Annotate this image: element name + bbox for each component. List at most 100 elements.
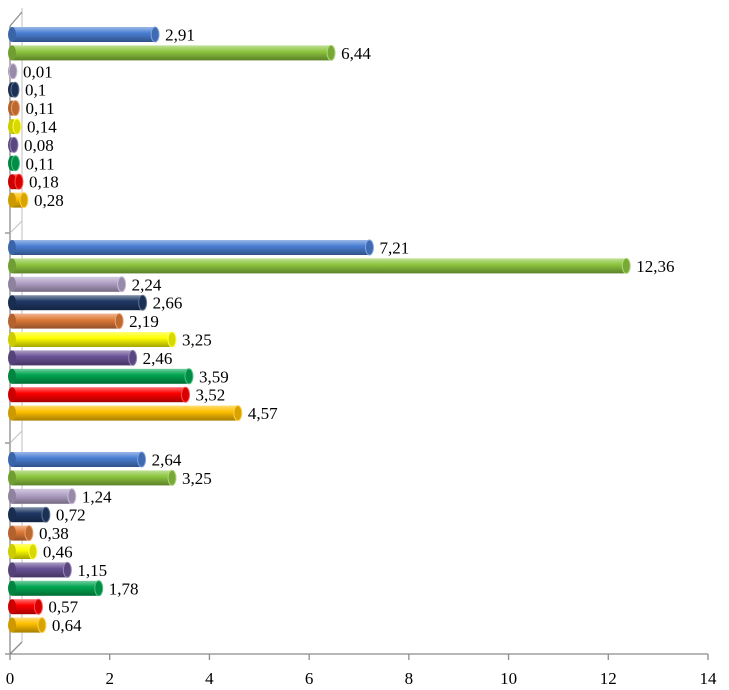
data-label: 6,44 [341,44,371,63]
data-label: 2,64 [152,451,182,470]
bar-body [12,617,42,633]
x-tick-label: 10 [500,669,517,688]
data-label: 0,28 [34,191,64,210]
bar-start-cap [8,488,16,504]
bar [8,469,177,486]
data-label: 0,57 [48,598,78,617]
bar-end-cap [184,368,194,385]
data-label: 3,25 [182,469,212,488]
bar-body [12,387,186,403]
bar-end-cap [326,44,336,61]
bar [8,155,20,172]
data-label: 0,38 [39,524,69,543]
bar-end-cap [114,313,124,330]
data-label: 1,78 [109,579,139,598]
group-divider [9,430,23,444]
bar [8,257,631,274]
bar-start-cap [8,452,16,467]
bar-start-cap [8,470,16,486]
x-tick-label: 0 [6,669,15,688]
data-label: 4,57 [248,404,278,423]
bar-end-cap [67,488,77,505]
bar-end-cap [19,192,29,209]
bar [8,506,51,523]
data-label: 3,25 [182,331,212,350]
axes-frame [5,8,708,655]
bar [8,192,29,209]
data-labels-layer: 2,916,440,010,10,110,140,080,110,180,287… [23,26,674,636]
bar-end-cap [10,100,20,117]
bar [8,81,20,98]
bar-end-cap [24,525,34,542]
bar-start-cap [8,313,16,329]
bar-start-cap [8,258,16,274]
bar-end-cap [10,155,20,172]
wall-top-edge [9,11,23,27]
bar-end-cap [233,405,243,422]
bar-start-cap [8,405,16,421]
bar-body [12,599,39,615]
bar-body [12,507,46,523]
bar-end-cap [62,561,72,578]
data-label: 0,64 [52,616,82,635]
bar [8,580,104,597]
bar-start-cap [8,617,16,633]
x-tick-label: 4 [205,669,214,688]
bar [8,451,147,468]
data-label: 1,15 [77,561,107,580]
bar [8,617,47,634]
bar [8,63,18,80]
bar-body [12,45,332,61]
data-label: 3,52 [195,386,225,405]
data-label: 0,14 [27,118,57,137]
bar-end-cap [117,276,127,293]
bar [8,26,160,43]
group-divider [9,220,23,234]
bar-end-cap [28,543,38,560]
bar-end-cap [10,81,20,98]
bar-end-cap [9,136,19,153]
bars-layer [8,26,631,634]
bar-start-cap [8,350,16,366]
bar-end-cap [167,331,177,348]
data-label: 0,08 [24,136,54,155]
bar-end-cap [8,63,18,80]
data-label: 0,01 [23,62,53,81]
bar [8,349,138,366]
bar [8,561,72,578]
bar-body [12,27,156,42]
bar-body [12,405,238,421]
data-label: 0,1 [25,81,46,100]
bar-start-cap [8,332,16,347]
bar-body [12,276,122,292]
bar-body [12,332,173,347]
bar [8,294,148,311]
bar-body [12,580,99,596]
bar-body [12,544,33,559]
data-label: 2,66 [153,294,183,313]
bar [8,488,77,505]
bar [8,405,243,422]
bar [8,118,22,135]
bar-start-cap [8,192,16,208]
bar-start-cap [8,45,16,61]
x-tick-label: 14 [700,669,718,688]
bar-start-cap [8,27,16,42]
bar [8,100,20,117]
bar [8,136,19,153]
x-tick-label: 8 [405,669,414,688]
bar [8,44,336,61]
bar-start-cap [8,599,16,615]
bar-body [12,313,120,329]
bar-end-cap [167,469,177,486]
bar [8,331,177,348]
bar-end-cap [37,617,47,634]
x-tick-label: 2 [105,669,114,688]
bar-end-cap [180,386,190,403]
bar-end-cap [137,451,147,468]
bar-start-cap [8,174,16,190]
bar [8,525,34,542]
bar-body [12,470,173,486]
